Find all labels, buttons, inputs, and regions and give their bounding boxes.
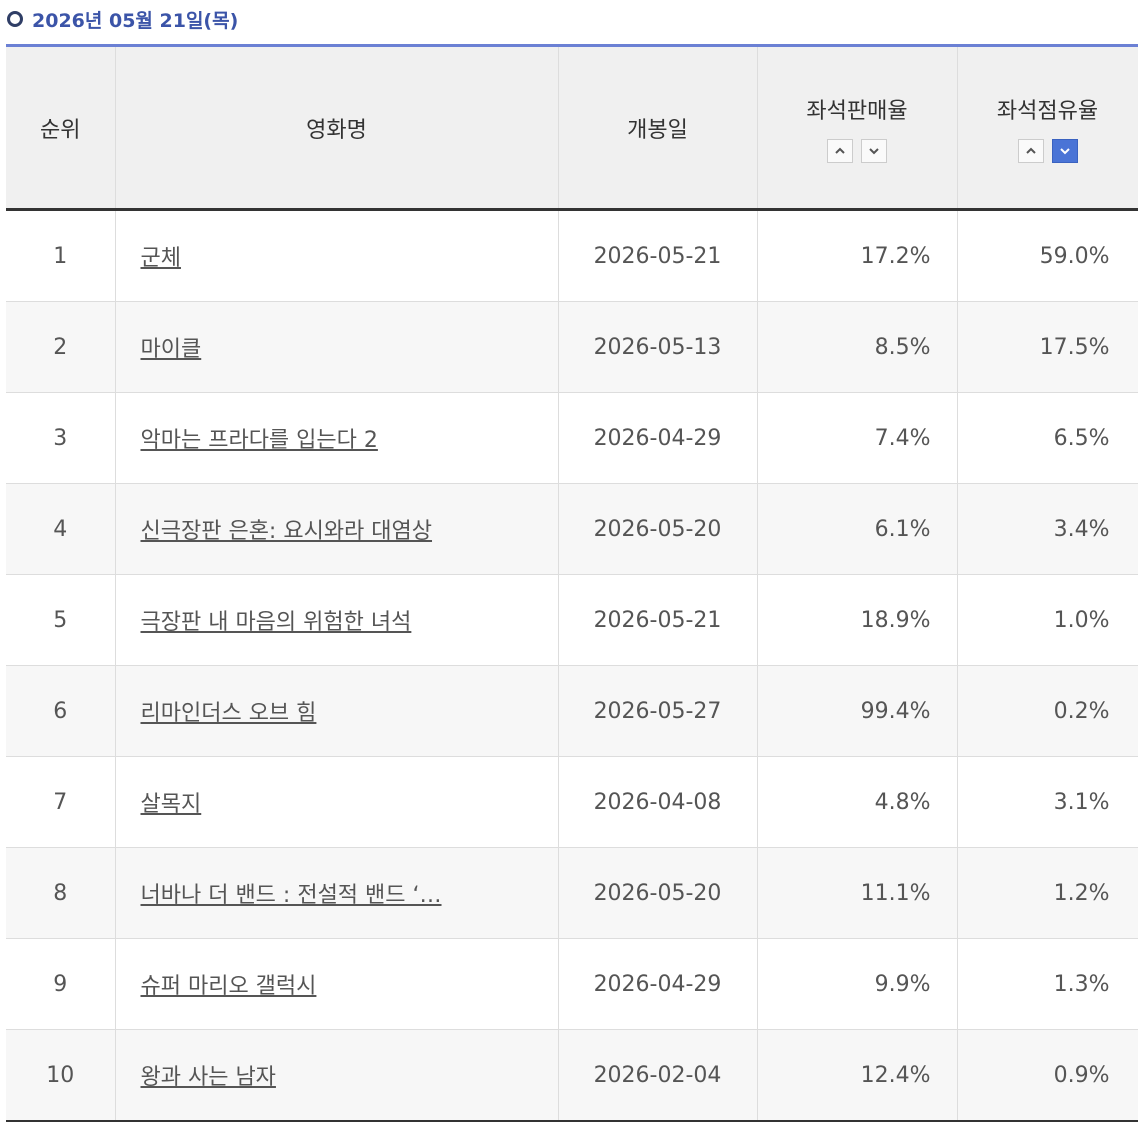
rank: 9: [6, 938, 116, 1030]
seat-share: 17.5%: [956, 301, 1138, 393]
sort-up[interactable]: [1017, 138, 1044, 163]
cell: 살목지: [114, 756, 559, 848]
seat-sales-rate: 18.9%: [756, 574, 958, 666]
date-title: 2026년 05월 21일(목): [32, 9, 239, 32]
rank: 5: [6, 574, 116, 666]
movie-title[interactable]: 슈퍼 마리오 갤럭시: [140, 974, 317, 999]
rank: 3: [6, 392, 116, 484]
release-date: 2026-05-13: [557, 301, 758, 393]
sort-up[interactable]: [827, 138, 853, 163]
movie-title[interactable]: 마이클: [140, 337, 202, 362]
release-date: 2026-05-27: [557, 665, 758, 757]
rank: 7: [6, 756, 116, 848]
circle-icon: [7, 11, 23, 27]
rank: 10: [6, 1029, 116, 1122]
seat-share: 0.9%: [956, 1029, 1138, 1122]
table-row: 9 슈퍼 마리오 갤럭시 2026-04-29 9.9% 1.3%: [6, 938, 1138, 1030]
rank: 6: [6, 665, 116, 757]
seat-sales-rate: 8.5%: [756, 301, 958, 393]
table-row: 8 너바나 더 밴드 : 전설적 밴드 ‘… 2026-05-20 11.1% 1.2%: [6, 847, 1138, 939]
movie-title[interactable]: 신극장판 은혼: 요시와라 대염상: [140, 519, 433, 544]
seat-sales-rate: 12.4%: [756, 1029, 958, 1122]
column-header: 좌석점유율: [996, 98, 1099, 124]
seat-share: 1.3%: [956, 938, 1138, 1030]
column-header: 개봉일: [557, 47, 758, 211]
header-row: 순위 영화명 개봉일 좌석판매율 좌석점유율: [6, 47, 1138, 211]
sort-down[interactable]: [861, 138, 887, 163]
rank: 1: [6, 209, 116, 302]
table-row: 2 마이클 2026-05-13 8.5% 17.5%: [6, 301, 1138, 393]
movie-title[interactable]: 군체: [140, 246, 181, 271]
seat-share: 3.1%: [956, 756, 1138, 848]
seat-share: 1.0%: [956, 574, 1138, 666]
seat-share: 59.0%: [956, 209, 1138, 302]
cell: 신극장판 은혼: 요시와라 대염상: [114, 483, 559, 575]
rank: 4: [6, 483, 116, 575]
movie-title[interactable]: 왕과 사는 남자: [140, 1065, 276, 1090]
cell: 마이클: [114, 301, 559, 393]
table-row: 6 리마인더스 오브 힘 2026-05-27 99.4% 0.2%: [6, 665, 1138, 757]
column-header: 영화명: [114, 47, 559, 211]
cell: 슈퍼 마리오 갤럭시: [114, 938, 559, 1030]
movie-title[interactable]: 너바나 더 밴드 : 전설적 밴드 ‘…: [140, 883, 442, 908]
sort-controls: [958, 138, 1138, 163]
column-header-cell: 좌석점유율: [956, 47, 1138, 211]
seat-sales-rate: 17.2%: [756, 209, 958, 302]
rank: 2: [6, 301, 116, 393]
table-row: 10 왕과 사는 남자 2026-02-04 12.4% 0.9%: [6, 1029, 1138, 1122]
column-header-cell: 좌석판매율: [756, 47, 958, 211]
seat-sales-rate: 9.9%: [756, 938, 958, 1030]
cell: 왕과 사는 남자: [114, 1029, 559, 1122]
top-rule: [6, 44, 1138, 47]
release-date: 2026-04-29: [557, 392, 758, 484]
release-date: 2026-02-04: [557, 1029, 758, 1122]
seat-share: 1.2%: [956, 847, 1138, 939]
movie-title[interactable]: 극장판 내 마음의 위험한 녀석: [140, 610, 412, 635]
seat-share: 0.2%: [956, 665, 1138, 757]
cell: 리마인더스 오브 힘: [114, 665, 559, 757]
seat-sales-rate: 11.1%: [756, 847, 958, 939]
release-date: 2026-05-21: [557, 209, 758, 302]
seat-sales-rate: 7.4%: [756, 392, 958, 484]
table-body: 1 군체 2026-05-21 17.2% 59.0% 2 마이클 2026-05-13 8.5…: [6, 209, 1138, 1122]
sort-down-active[interactable]: [1051, 138, 1078, 163]
table-row: 3 악마는 프라다를 입는다 2 2026-04-29 7.4% 6.5%: [6, 392, 1138, 484]
column-header: 좌석판매율: [806, 98, 908, 124]
release-date: 2026-05-21: [557, 574, 758, 666]
movie-title[interactable]: 리마인더스 오브 힘: [140, 701, 317, 726]
table-row: 1 군체 2026-05-21 17.2% 59.0%: [6, 209, 1138, 302]
release-date: 2026-05-20: [557, 483, 758, 575]
seat-sales-rate: 6.1%: [756, 483, 958, 575]
seat-sales-rate: 99.4%: [756, 665, 958, 757]
date-heading: 2026년 05월 21일(목): [6, 4, 238, 34]
table-row: 4 신극장판 은혼: 요시와라 대염상 2026-05-20 6.1% 3.4%: [6, 483, 1138, 575]
cell: 악마는 프라다를 입는다 2: [114, 392, 559, 484]
release-date: 2026-04-29: [557, 938, 758, 1030]
seat-share: 3.4%: [956, 483, 1138, 575]
column-header: 순위: [6, 47, 116, 211]
release-date: 2026-05-20: [557, 847, 758, 939]
seat-sales-rate: 4.8%: [756, 756, 958, 848]
boxoffice-table: 순위 영화명 개봉일 좌석판매율 좌석점유율 1 군체 2026-05-21 17.2…: [6, 47, 1138, 1122]
rank: 8: [6, 847, 116, 939]
movie-title[interactable]: 살목지: [140, 792, 202, 817]
movie-title[interactable]: 악마는 프라다를 입는다 2: [140, 428, 378, 453]
table-row: 5 극장판 내 마음의 위험한 녀석 2026-05-21 18.9% 1.0%: [6, 574, 1138, 666]
sort-controls: [758, 138, 957, 163]
cell: 너바나 더 밴드 : 전설적 밴드 ‘…: [114, 847, 559, 939]
cell: 극장판 내 마음의 위험한 녀석: [114, 574, 559, 666]
release-date: 2026-04-08: [557, 756, 758, 848]
table-row: 7 살목지 2026-04-08 4.8% 3.1%: [6, 756, 1138, 848]
seat-share: 6.5%: [956, 392, 1138, 484]
cell: 군체: [114, 209, 559, 302]
